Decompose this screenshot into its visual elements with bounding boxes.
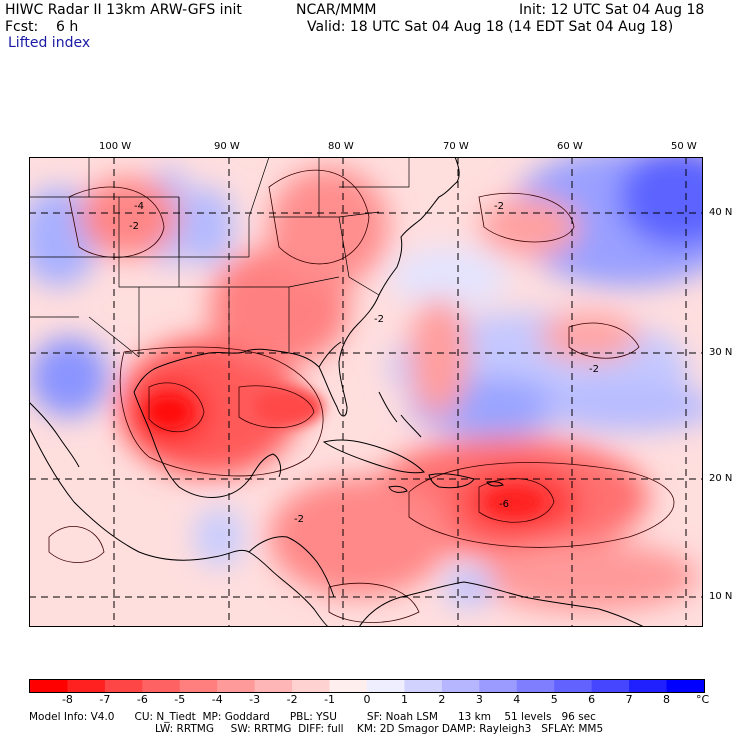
colorbar-label: -3 bbox=[249, 693, 261, 706]
political-borders bbox=[29, 157, 410, 358]
contour-label: -2 bbox=[494, 201, 504, 212]
model-info-line2: LW: RRTMG SW: RRTMG DIFF: full KM: 2D Sm… bbox=[155, 723, 604, 735]
lon-label-50w: 50 W bbox=[671, 141, 697, 152]
contour-label: -2 bbox=[129, 221, 139, 232]
colorbar-swatch bbox=[67, 680, 106, 692]
colorbar-label: -5 bbox=[174, 693, 186, 706]
lat-label-10n: 10 N bbox=[709, 591, 733, 602]
colorbar-label: 4 bbox=[513, 693, 521, 706]
colorbar-label: 8 bbox=[663, 693, 671, 706]
valid-time: Valid: 18 UTC Sat 04 Aug 18 (14 EDT Sat … bbox=[307, 19, 674, 35]
contour-label: -6 bbox=[499, 499, 509, 510]
lon-label-70w: 70 W bbox=[443, 141, 469, 152]
colorbar-swatch bbox=[591, 680, 630, 692]
colorbar-swatch bbox=[142, 680, 181, 692]
coastlines bbox=[29, 157, 645, 627]
colorbar-label: 3 bbox=[475, 693, 483, 706]
lifted-index-shading bbox=[29, 157, 703, 612]
lat-label-20n: 20 N bbox=[709, 473, 733, 484]
colorbar-swatch bbox=[329, 680, 368, 692]
contour-label: -2 bbox=[589, 364, 599, 375]
colorbar bbox=[29, 679, 705, 693]
colorbar-label: -2 bbox=[286, 693, 298, 706]
field-name: Lifted index bbox=[8, 35, 91, 51]
colorbar-swatch bbox=[217, 680, 256, 692]
colorbar-label: -6 bbox=[136, 693, 148, 706]
center-label: NCAR/MMM bbox=[296, 2, 377, 18]
colorbar-swatch bbox=[292, 680, 331, 692]
colorbar-swatch bbox=[30, 680, 68, 692]
lat-label-30n: 30 N bbox=[709, 347, 733, 358]
colorbar-unit: °C bbox=[696, 693, 710, 706]
colorbar-swatch bbox=[104, 680, 143, 692]
colorbar-swatch bbox=[179, 680, 218, 692]
colorbar-label: -8 bbox=[61, 693, 73, 706]
forecast-hour: Fcst: 6 h bbox=[5, 19, 79, 35]
init-time: Init: 12 UTC Sat 04 Aug 18 bbox=[519, 2, 705, 18]
colorbar-swatch bbox=[441, 680, 480, 692]
colorbar-swatch bbox=[554, 680, 593, 692]
colorbar-swatch bbox=[666, 680, 705, 692]
contour-label: -2 bbox=[374, 314, 384, 325]
contour-label: -4 bbox=[134, 201, 144, 212]
colorbar-swatch bbox=[629, 680, 668, 692]
colorbar-label: 6 bbox=[588, 693, 596, 706]
colorbar-swatch bbox=[367, 680, 405, 692]
lon-label-100w: 100 W bbox=[99, 141, 132, 152]
colorbar-swatch bbox=[254, 680, 293, 692]
colorbar-label: 5 bbox=[550, 693, 558, 706]
colorbar-label: 0 bbox=[363, 693, 371, 706]
model-title: HIWC Radar II 13km ARW-GFS init bbox=[5, 2, 242, 18]
colorbar-label: 7 bbox=[625, 693, 633, 706]
colorbar-label: 2 bbox=[438, 693, 446, 706]
lon-label-90w: 90 W bbox=[214, 141, 240, 152]
colorbar-label: -7 bbox=[99, 693, 111, 706]
colorbar-label: 1 bbox=[400, 693, 408, 706]
lon-label-80w: 80 W bbox=[328, 141, 354, 152]
lat-label-40n: 40 N bbox=[709, 207, 733, 218]
colorbar-label: -1 bbox=[324, 693, 336, 706]
lifted-index-map: -2 -2 -2 -2 -4 -6 -2 bbox=[29, 157, 703, 627]
model-info-line1: Model Info: V4.0 CU: N_Tiedt MP: Goddard… bbox=[29, 711, 596, 723]
lon-label-60w: 60 W bbox=[557, 141, 583, 152]
colorbar-swatch bbox=[404, 680, 443, 692]
colorbar-swatch bbox=[479, 680, 518, 692]
lat-lon-grid bbox=[29, 157, 703, 627]
colorbar-swatch bbox=[516, 680, 555, 692]
contour-lines bbox=[48, 169, 675, 623]
contour-label: -2 bbox=[294, 514, 304, 525]
colorbar-label: -4 bbox=[211, 693, 223, 706]
